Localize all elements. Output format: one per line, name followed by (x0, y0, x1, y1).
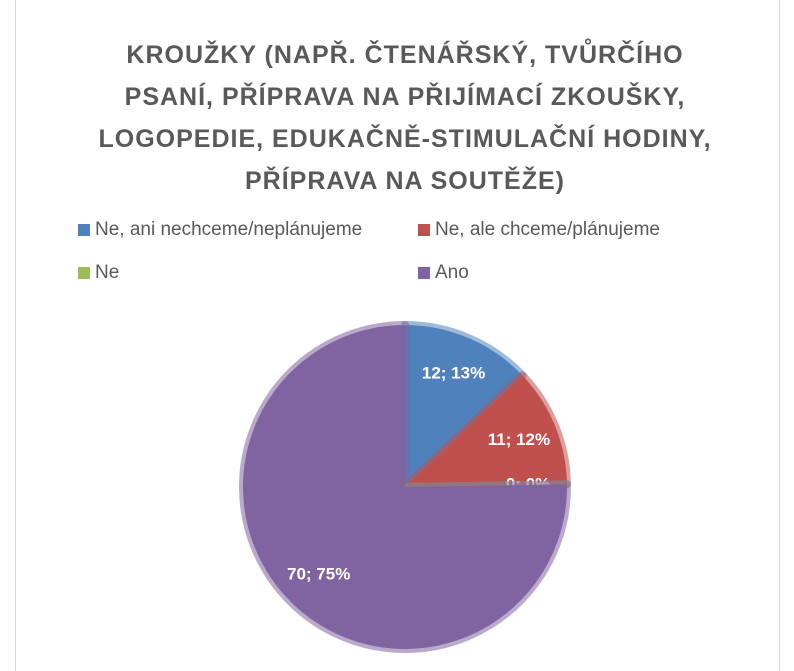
legend-label: Ne (95, 262, 119, 283)
chart-border (15, 0, 780, 671)
data-label: 12; 13% (422, 363, 485, 382)
legend-swatch (418, 224, 430, 236)
data-label: 11; 12% (488, 430, 550, 449)
pie-slice (401, 321, 527, 491)
legend-label: Ano (435, 262, 469, 283)
legend-label: Ne, ani nechceme/neplánujeme (95, 219, 362, 240)
pie-slice (401, 371, 571, 491)
legend-swatch (78, 267, 90, 279)
legend-swatch (78, 224, 90, 236)
data-label: 70; 75% (287, 564, 350, 583)
legend-swatch (418, 267, 430, 279)
legend-label: Ne, ale chceme/plánujeme (435, 219, 660, 240)
pie-slice (239, 321, 571, 653)
chart-title: KROUŽKY (NAPŘ. ČTENÁŘSKÝ, TVŮRČÍHO PSANÍ… (98, 41, 712, 195)
